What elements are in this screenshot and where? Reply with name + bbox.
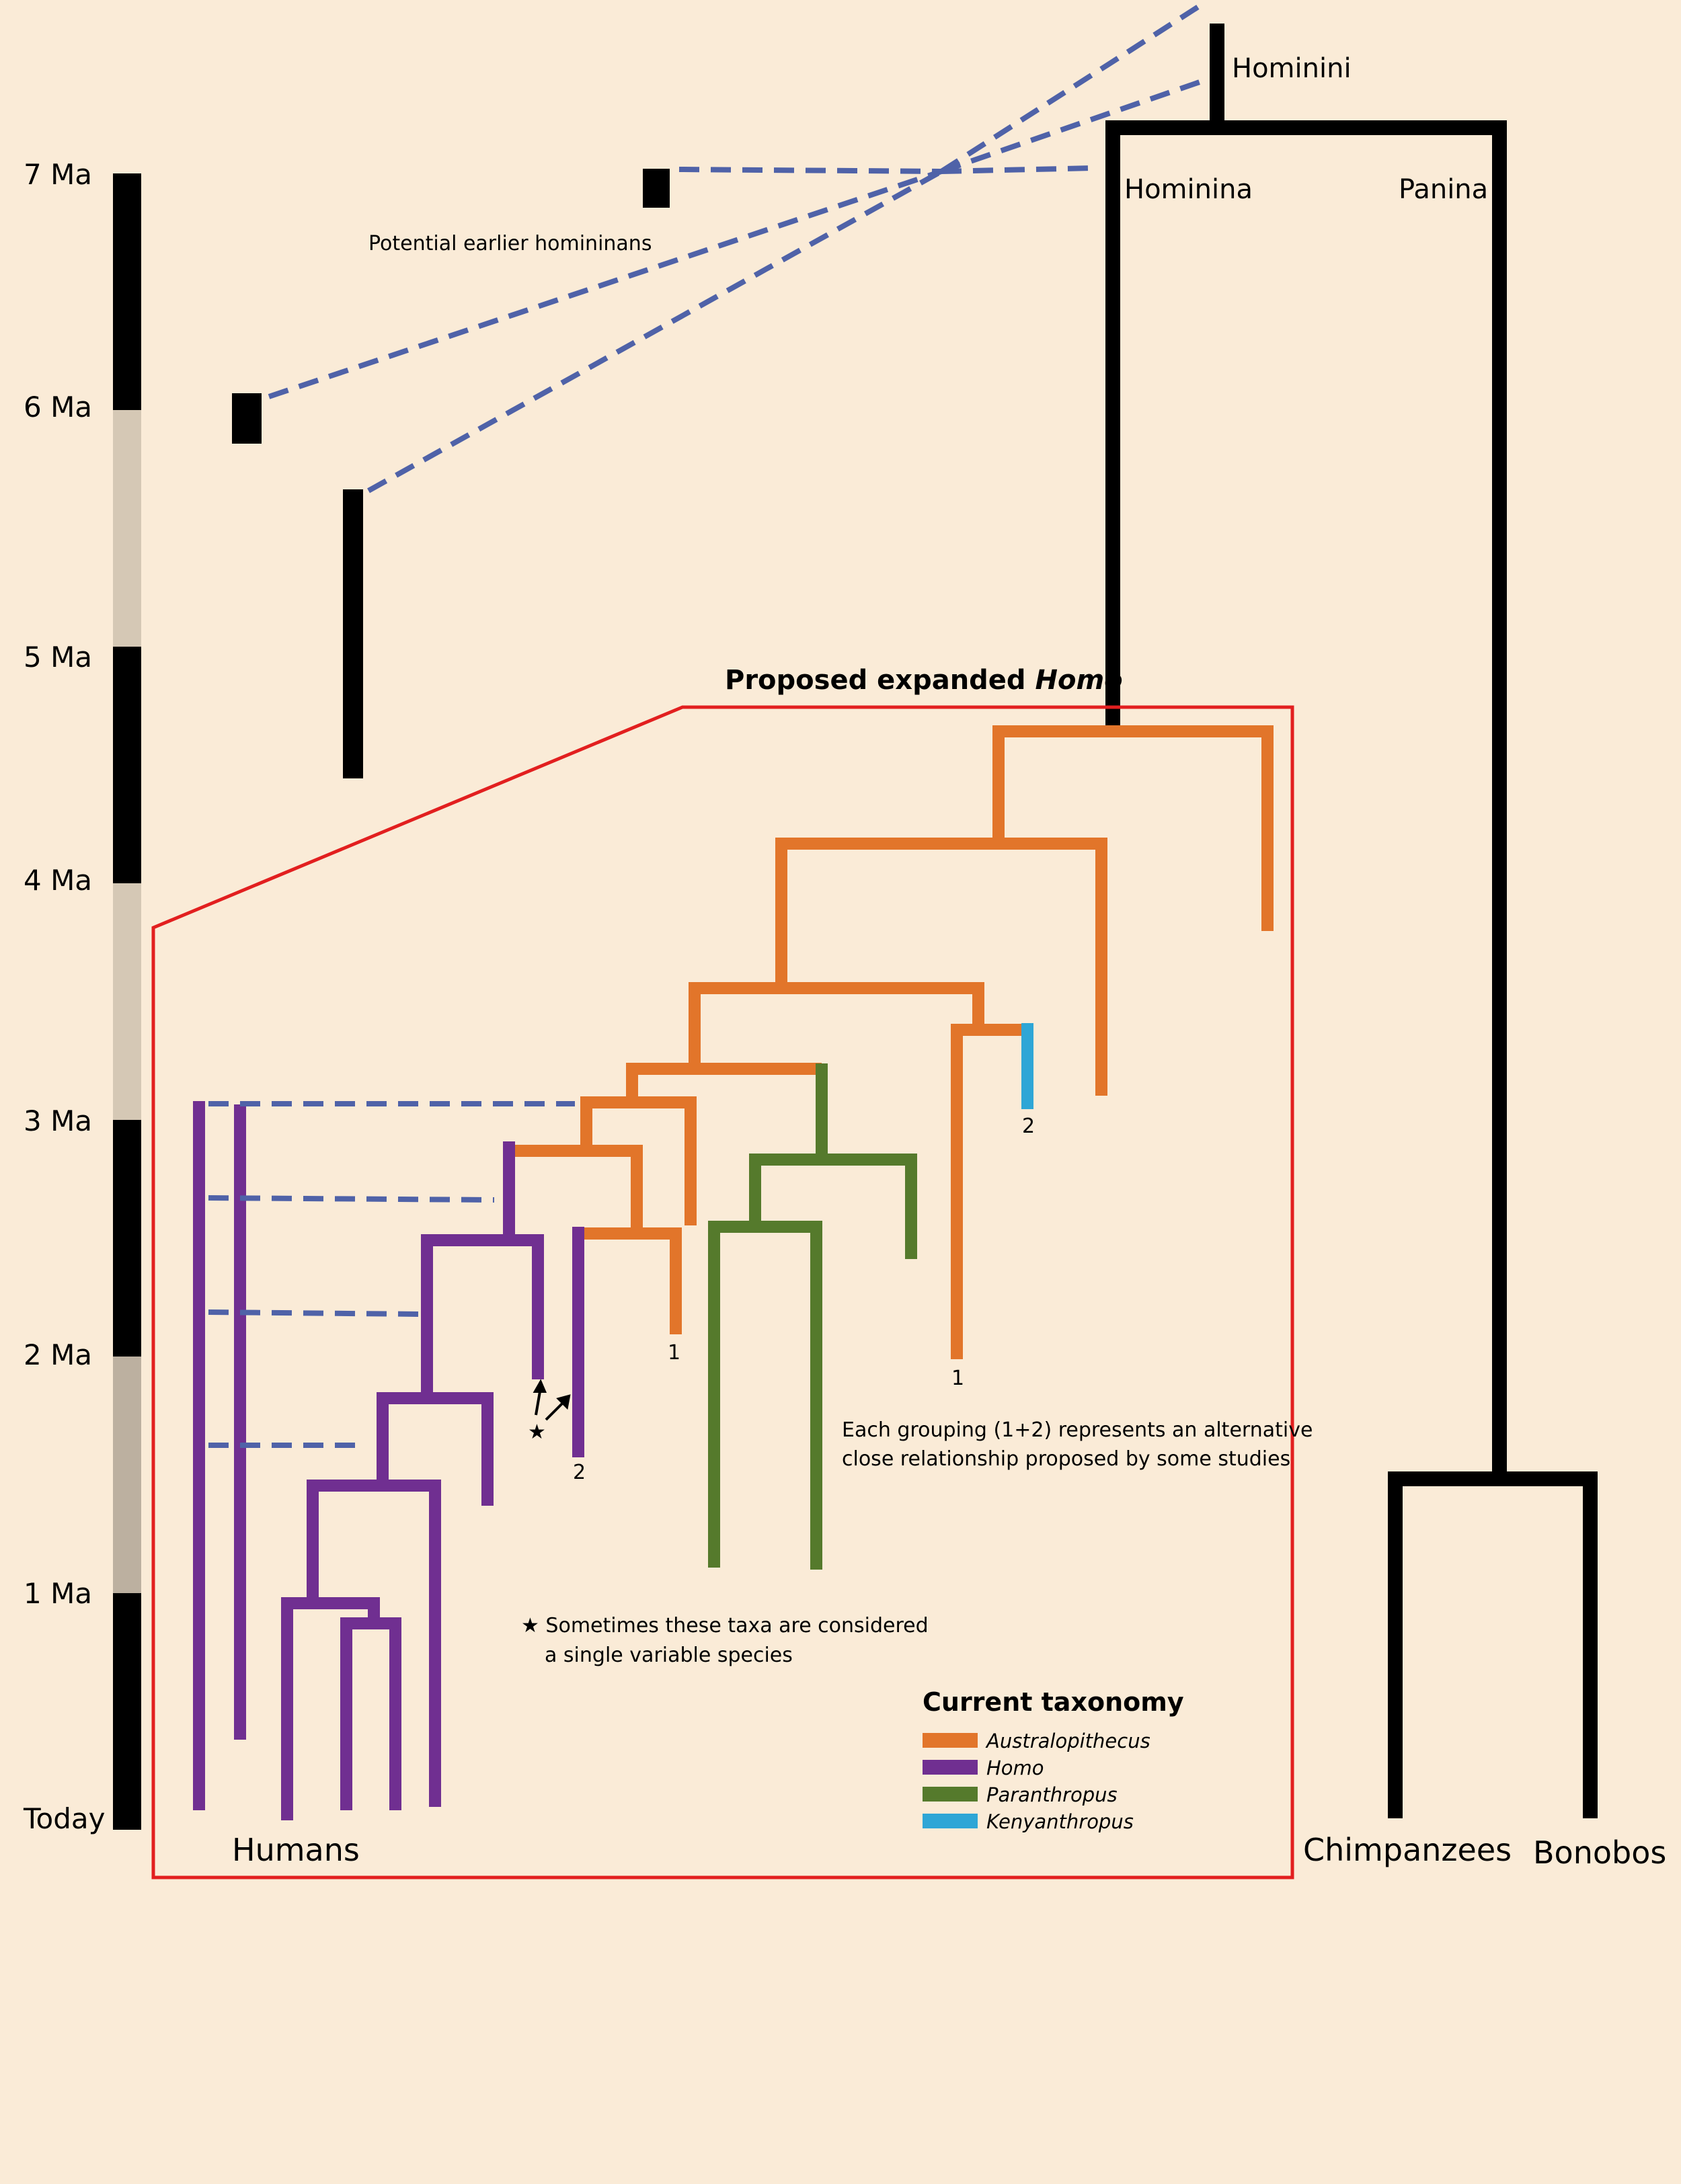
dashed-link xyxy=(939,1,1206,174)
homo-clade xyxy=(193,1101,584,1820)
branch xyxy=(515,1145,643,1233)
group-mark-1: 1 xyxy=(668,1341,680,1365)
fossil-taxon-bar xyxy=(232,393,262,444)
tick-label-6ma: 6 Ma xyxy=(24,391,92,423)
dashed-link xyxy=(208,1309,421,1317)
branch xyxy=(992,725,1274,931)
branch xyxy=(749,1154,917,1259)
hominini-label: Hominini xyxy=(1232,53,1352,84)
taxonomy-legend: Current taxonomy Australopithecus Homo P… xyxy=(923,1687,1184,1833)
time-bar-segment xyxy=(113,883,141,1120)
branch xyxy=(689,982,984,1069)
expanded-homo-title: Proposed expanded Homo xyxy=(725,665,1123,696)
time-bar-segment xyxy=(113,1357,141,1593)
legend-label-paranthropus: Paranthropus xyxy=(986,1783,1118,1806)
legend-label-homo: Homo xyxy=(986,1756,1044,1779)
grouping-note-line2: close relationship proposed by some stud… xyxy=(842,1447,1290,1471)
legend-swatch-homo xyxy=(923,1760,978,1775)
star-arrows xyxy=(533,1379,571,1421)
dashed-link xyxy=(678,167,942,174)
branch xyxy=(340,1617,401,1810)
hominina-label: Hominina xyxy=(1124,174,1253,205)
branch xyxy=(951,1024,1027,1359)
panina-label: Panina xyxy=(1399,174,1488,205)
time-bar-segment xyxy=(113,173,141,410)
time-axis: 7 Ma 6 Ma 5 Ma 4 Ma 3 Ma 2 Ma 1 Ma Today xyxy=(23,158,141,1835)
dashed-link xyxy=(268,169,943,399)
star-mark: ★ xyxy=(528,1420,546,1444)
time-bar-segment xyxy=(113,1593,141,1830)
legend-swatch-kenyanthropus xyxy=(923,1814,978,1828)
branch xyxy=(307,1480,441,1807)
title-prefix: Proposed expanded xyxy=(725,665,1035,696)
time-bar-segment xyxy=(113,647,141,883)
tick-label-today: Today xyxy=(23,1802,105,1835)
group-mark-2: 2 xyxy=(1022,1115,1035,1138)
dashed-link xyxy=(940,78,1205,174)
tick-label-4ma: 4 Ma xyxy=(24,864,92,897)
arrow-line xyxy=(535,1391,541,1416)
legend-label-australopithecus: Australopithecus xyxy=(985,1730,1150,1752)
hominini-tree xyxy=(1105,24,1598,1818)
dashed-link xyxy=(941,165,1093,174)
chimpanzees-label: Chimpanzees xyxy=(1303,1832,1512,1868)
branch xyxy=(626,1063,822,1102)
earlier-homininans xyxy=(232,1,1206,778)
branch xyxy=(421,1234,544,1398)
humans-label: Humans xyxy=(232,1832,360,1868)
star-note-line1: ★ Sometimes these taxa are considered xyxy=(521,1614,929,1637)
title-italic: Homo xyxy=(1035,665,1122,696)
branch xyxy=(580,1096,697,1225)
legend-label-kenyanthropus: Kenyanthropus xyxy=(986,1810,1134,1833)
tick-label-3ma: 3 Ma xyxy=(24,1104,92,1137)
potential-earlier-label: Potential earlier homininans xyxy=(368,232,652,255)
expanded-homo-box xyxy=(151,705,1294,1879)
legend-swatch-australopithecus xyxy=(923,1733,978,1748)
group-mark-2: 2 xyxy=(573,1461,586,1484)
legend-title: Current taxonomy xyxy=(923,1687,1184,1717)
tick-label-5ma: 5 Ma xyxy=(24,641,92,674)
branch xyxy=(281,1597,380,1820)
branch xyxy=(708,1221,822,1570)
chimp-bonobo-split xyxy=(1388,1471,1598,1818)
dashed-link xyxy=(208,1195,495,1203)
dashed-link xyxy=(367,169,943,493)
homo-dashed-links xyxy=(208,1101,575,1448)
star-note-line2: a single variable species xyxy=(545,1644,793,1667)
bonobos-label: Bonobos xyxy=(1533,1834,1666,1871)
legend-swatch-paranthropus xyxy=(923,1787,978,1802)
time-bar-segment xyxy=(113,410,141,647)
branch xyxy=(775,838,1107,1096)
fossil-taxon-bar xyxy=(343,489,363,778)
branch xyxy=(584,1227,682,1334)
arrow-head xyxy=(556,1394,571,1410)
australopithecus-clade xyxy=(515,725,1274,1359)
arrow-line xyxy=(545,1402,563,1421)
time-bar-segment xyxy=(113,1120,141,1357)
tick-label-7ma: 7 Ma xyxy=(24,158,92,191)
tick-label-1ma: 1 Ma xyxy=(24,1577,92,1610)
branch xyxy=(377,1392,494,1506)
grouping-note-line1: Each grouping (1+2) represents an altern… xyxy=(842,1418,1313,1442)
tick-label-2ma: 2 Ma xyxy=(24,1338,92,1371)
group-mark-1: 1 xyxy=(951,1367,964,1390)
paranthropus-clade xyxy=(708,1063,917,1570)
arrow-head xyxy=(533,1379,547,1393)
fossil-taxon-bar xyxy=(643,169,670,208)
hominina-panina-split xyxy=(1105,120,1507,1479)
